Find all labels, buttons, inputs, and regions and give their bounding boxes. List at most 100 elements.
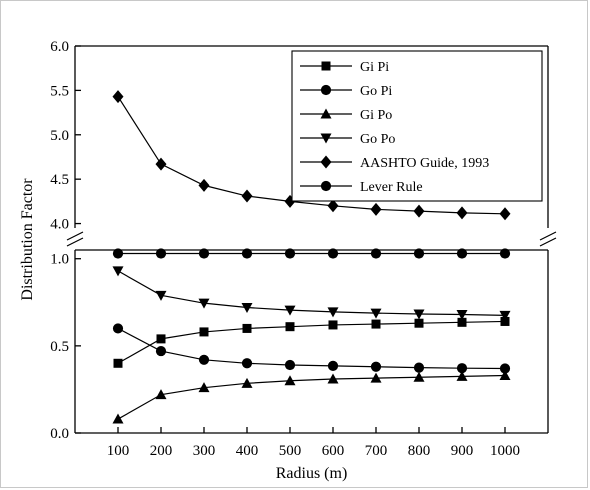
data-point-series-4 [370,202,382,216]
data-point-series-2 [456,370,468,381]
data-point-series-5 [327,248,339,259]
data-point-series-1 [112,323,124,334]
data-point-series-1 [155,345,167,357]
x-tick-label: 1000 [490,443,520,459]
data-point-series-4 [327,199,339,213]
y-tick-label-upper: 5.5 [50,83,69,99]
data-point-series-3 [112,266,124,277]
x-tick-label: 100 [107,443,130,459]
data-point-series-0 [156,334,166,344]
data-point-series-3 [241,303,253,314]
legend-marker-4 [320,155,332,169]
data-point-series-2 [112,413,124,424]
legend-label-1: Go Pi [360,84,392,99]
data-point-series-5 [370,248,382,259]
data-point-series-2 [241,377,253,388]
legend-label-5: Lever Rule [360,180,423,195]
data-point-series-0 [113,358,123,368]
series-line-3 [117,270,506,316]
data-point-series-2 [499,369,511,380]
data-point-series-1 [413,362,425,373]
data-point-series-0 [500,316,510,326]
data-point-series-3 [456,309,468,320]
data-point-series-5 [499,248,511,259]
data-point-series-3 [198,298,210,309]
data-point-series-1 [284,359,296,371]
x-tick-label: 900 [451,443,474,459]
data-point-series-5 [112,248,124,259]
legend-marker-2 [320,108,332,119]
data-point-series-2 [413,371,425,382]
left-axis-break-mark-b [66,237,84,247]
data-point-series-3 [155,290,167,301]
y-tick-label-lower: 1.0 [50,252,69,268]
data-point-series-5 [241,248,253,259]
data-point-series-2 [327,373,339,384]
y-tick-label-upper: 4.0 [50,217,69,233]
legend-marker-1 [320,84,332,96]
x-tick-label: 700 [365,443,388,459]
y-tick-label-upper: 4.5 [50,172,69,188]
legend-label-0: Gi Pi [360,60,389,75]
y-tick-label-lower: 0.5 [50,339,69,355]
series-line-0 [117,320,506,364]
right-axis-break-mark-a [539,231,557,241]
data-point-series-3 [370,308,382,319]
data-point-series-5 [413,248,425,259]
x-tick-label: 800 [408,443,431,459]
legend-label-2: Gi Po [360,108,392,123]
right-axis-break-mark-b [539,237,557,247]
data-point-series-1 [370,361,382,372]
data-point-series-4 [413,204,425,218]
data-point-series-3 [327,307,339,318]
data-point-series-2 [284,375,296,386]
legend-label-4: AASHTO Guide, 1993 [360,156,489,171]
series-line-1 [117,327,506,370]
data-point-series-1 [456,363,468,374]
data-point-series-0 [457,317,467,327]
data-point-series-1 [198,354,210,365]
series-line-4 [117,96,506,215]
x-tick-label: 400 [236,443,259,459]
data-point-series-0 [371,319,381,329]
data-point-series-0 [328,320,338,330]
data-point-series-2 [155,389,167,400]
data-point-series-5 [198,248,210,259]
x-tick-label: 600 [322,443,345,459]
data-point-series-0 [242,323,252,333]
data-point-series-1 [327,360,339,371]
y-tick-label-upper: 6.0 [50,39,69,55]
data-point-series-1 [241,358,253,369]
y-tick-label-lower: 0.0 [50,426,69,442]
data-point-series-2 [198,382,210,393]
data-point-series-4 [155,157,167,171]
legend-box [291,50,543,202]
legend-marker-0 [321,61,331,71]
data-point-series-4 [456,206,468,220]
data-point-series-0 [285,322,295,332]
data-point-series-4 [499,207,511,221]
data-point-series-0 [414,318,424,328]
y-axis-title: Distribution Factor [19,178,36,301]
legend-label-3: Go Po [360,132,395,147]
x-tick-label: 300 [193,443,216,459]
legend-marker-3 [320,133,332,144]
y-tick-label-upper: 5.0 [50,128,69,144]
x-tick-label: 200 [150,443,173,459]
data-point-series-5 [456,248,468,259]
data-point-series-1 [499,363,511,374]
x-axis-title: Radius (m) [276,465,348,482]
left-axis-break-mark-a [66,231,84,241]
data-point-series-3 [284,305,296,316]
data-point-series-0 [199,327,209,337]
data-point-series-5 [155,248,167,259]
data-point-series-4 [112,90,124,104]
data-point-series-5 [284,248,296,259]
data-point-series-4 [241,189,253,203]
data-point-series-4 [198,178,210,192]
data-point-series-2 [370,372,382,383]
legend-marker-5 [320,180,332,192]
data-point-series-3 [499,310,511,321]
